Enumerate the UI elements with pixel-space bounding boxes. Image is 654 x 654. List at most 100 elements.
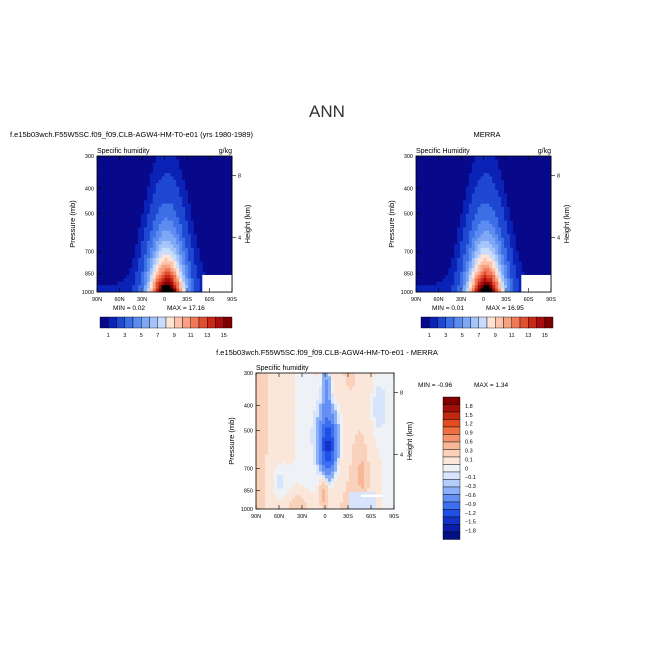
field-cell [430,196,434,201]
field-cell [283,437,287,442]
field-cell [486,275,490,279]
field-cell [214,227,218,232]
field-cell [427,244,432,249]
field-cell [170,213,174,218]
y-tick-label: 300 [85,154,94,160]
field-cell [436,230,440,235]
field-cell [533,241,537,245]
field-cell [536,230,540,235]
field-cell [515,183,520,187]
field-cell [355,403,359,408]
field-cell [451,207,455,211]
field-cell [132,200,136,204]
field-cell [465,261,470,266]
field-cell [268,437,272,442]
field-cell [376,420,380,425]
field-cell [262,451,266,455]
field-cell [138,220,142,225]
field-cell [492,234,496,238]
field-cell [262,430,266,435]
field-cell [521,207,525,211]
field-cell [430,254,434,259]
field-cell [223,190,227,194]
field-cell [416,183,420,187]
field-cell [416,166,420,170]
x-tick-label: 30N [137,297,147,303]
field-cell [176,190,180,194]
field-cell [179,213,183,218]
field-cell [111,268,115,272]
field-cell [196,200,201,204]
field-cell [471,251,476,255]
field-cell [424,166,429,170]
field-cell [170,159,174,164]
field-cell [340,400,344,404]
field-cell [379,413,383,418]
field-cell [457,237,461,242]
field-cell [117,176,121,181]
field-cell [418,268,423,272]
field-cell [102,264,107,269]
field-cell [445,258,449,262]
field-cell [205,176,209,181]
field-cell [477,196,481,201]
field-cell [102,288,107,293]
field-cell [179,288,183,293]
field-cell [358,420,362,425]
field-cell [268,430,272,435]
field-cell [123,162,127,167]
field-cell [448,268,452,272]
field-cell [527,210,531,215]
field-cell [135,275,139,279]
field-cell [173,176,177,181]
field-cell [498,186,502,191]
field-cell [471,190,476,194]
field-cell [337,379,341,384]
field-cell [102,173,107,177]
field-cell [509,173,514,177]
field-cell [379,396,383,401]
field-cell [173,264,177,269]
field-cell [521,156,525,160]
field-cell [465,196,470,201]
field-cell [97,156,101,160]
field-cell [498,264,502,269]
field-cell [129,210,133,215]
field-cell [99,251,104,255]
field-cell [349,393,353,398]
field-cell [208,271,212,276]
field-cell [292,424,296,428]
field-cell [123,244,127,249]
field-cell [135,207,139,211]
field-cell [421,217,426,221]
field-cell [185,254,189,259]
field-cell [262,447,266,452]
field-cell [492,200,496,204]
field-cell [388,444,392,449]
field-cell [334,441,338,445]
field-cell [135,193,139,198]
field-cell [358,441,362,445]
field-cell [97,190,101,194]
field-cell [492,162,496,167]
field-cell [226,159,230,164]
field-cell [120,190,124,194]
y-tick-label: 1000 [401,290,413,296]
field-cell [509,281,514,286]
field-cell [135,230,139,235]
field-cell [451,275,455,279]
field-cell [322,386,326,391]
field-cell [445,244,449,249]
field-cell [271,434,275,438]
field-cell [460,207,464,211]
field-cell [301,420,305,425]
field-cell [346,400,350,404]
field-cell [501,251,505,255]
field-cell [445,220,449,225]
field-cell [492,281,496,286]
field-cell [289,400,293,404]
field-cell [214,169,218,174]
field-cell [325,451,329,455]
field-cell [495,217,499,221]
field-cell [129,220,133,225]
